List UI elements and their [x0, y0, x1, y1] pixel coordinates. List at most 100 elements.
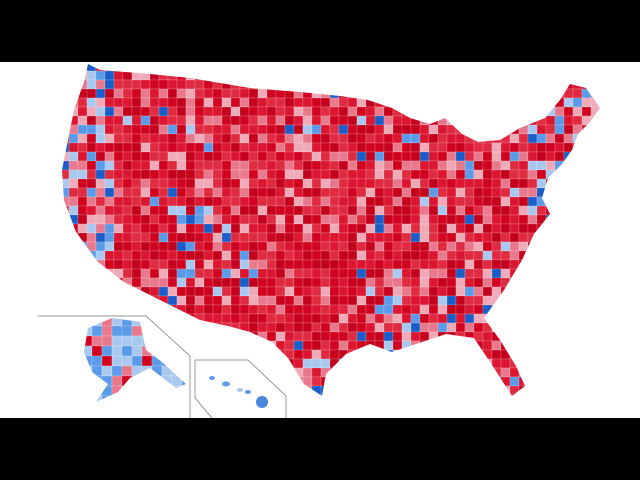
county — [185, 295, 196, 306]
county — [428, 142, 439, 153]
county — [338, 277, 349, 288]
county — [347, 205, 358, 216]
county — [131, 250, 142, 261]
county — [131, 214, 142, 225]
county — [419, 142, 430, 153]
county — [473, 295, 484, 306]
county — [401, 331, 412, 342]
county — [329, 250, 340, 261]
county — [356, 169, 367, 180]
county — [347, 106, 358, 117]
county — [149, 223, 160, 234]
county — [482, 259, 493, 270]
county — [401, 313, 412, 324]
county — [194, 286, 205, 297]
county — [149, 124, 160, 135]
county — [293, 295, 304, 306]
county — [320, 214, 331, 225]
county — [374, 196, 385, 207]
county — [284, 322, 295, 333]
county — [401, 196, 412, 207]
county — [320, 223, 331, 234]
county — [194, 259, 205, 270]
county — [248, 115, 259, 126]
county — [500, 367, 511, 378]
county — [167, 97, 178, 108]
county — [248, 169, 259, 180]
county — [410, 304, 421, 315]
county — [311, 277, 322, 288]
county — [329, 133, 340, 144]
county — [347, 304, 358, 315]
county — [167, 169, 178, 180]
county — [239, 151, 250, 162]
county — [293, 241, 304, 252]
county — [221, 88, 232, 99]
county — [446, 196, 457, 207]
county — [455, 178, 466, 189]
county — [113, 169, 124, 180]
county — [365, 232, 376, 243]
county — [194, 205, 205, 216]
county — [302, 349, 313, 360]
county — [455, 169, 466, 180]
county — [482, 160, 493, 171]
county — [311, 295, 322, 306]
county — [194, 160, 205, 171]
county — [248, 196, 259, 207]
county — [86, 232, 97, 243]
county — [248, 259, 259, 270]
county — [95, 241, 106, 252]
county — [293, 250, 304, 261]
county — [392, 331, 403, 342]
county — [338, 160, 349, 171]
county — [419, 304, 430, 315]
county — [158, 286, 169, 297]
county — [455, 313, 466, 324]
county — [320, 205, 331, 216]
county — [356, 151, 367, 162]
county — [77, 214, 88, 225]
county — [167, 223, 178, 234]
county — [536, 178, 547, 189]
county — [536, 124, 547, 135]
county — [113, 115, 124, 126]
county — [194, 268, 205, 279]
county — [527, 196, 538, 207]
county — [419, 151, 430, 162]
county — [518, 232, 529, 243]
county — [347, 169, 358, 180]
county — [464, 250, 475, 261]
county — [554, 124, 565, 135]
county — [77, 142, 88, 153]
borough — [101, 365, 113, 377]
county — [419, 250, 430, 261]
county — [176, 178, 187, 189]
county — [464, 214, 475, 225]
county — [122, 187, 133, 198]
county — [131, 88, 142, 99]
county — [329, 115, 340, 126]
county — [239, 223, 250, 234]
county — [221, 205, 232, 216]
county — [185, 178, 196, 189]
county — [338, 214, 349, 225]
county — [329, 340, 340, 351]
county — [419, 133, 430, 144]
county — [167, 205, 178, 216]
county — [437, 241, 448, 252]
county — [113, 133, 124, 144]
county — [122, 142, 133, 153]
county — [302, 277, 313, 288]
county — [356, 187, 367, 198]
county — [122, 88, 133, 99]
county — [401, 304, 412, 315]
county — [401, 277, 412, 288]
county — [482, 142, 493, 153]
county — [221, 124, 232, 135]
county — [77, 115, 88, 126]
county — [176, 232, 187, 243]
county — [500, 196, 511, 207]
county — [410, 187, 421, 198]
county — [311, 313, 322, 324]
